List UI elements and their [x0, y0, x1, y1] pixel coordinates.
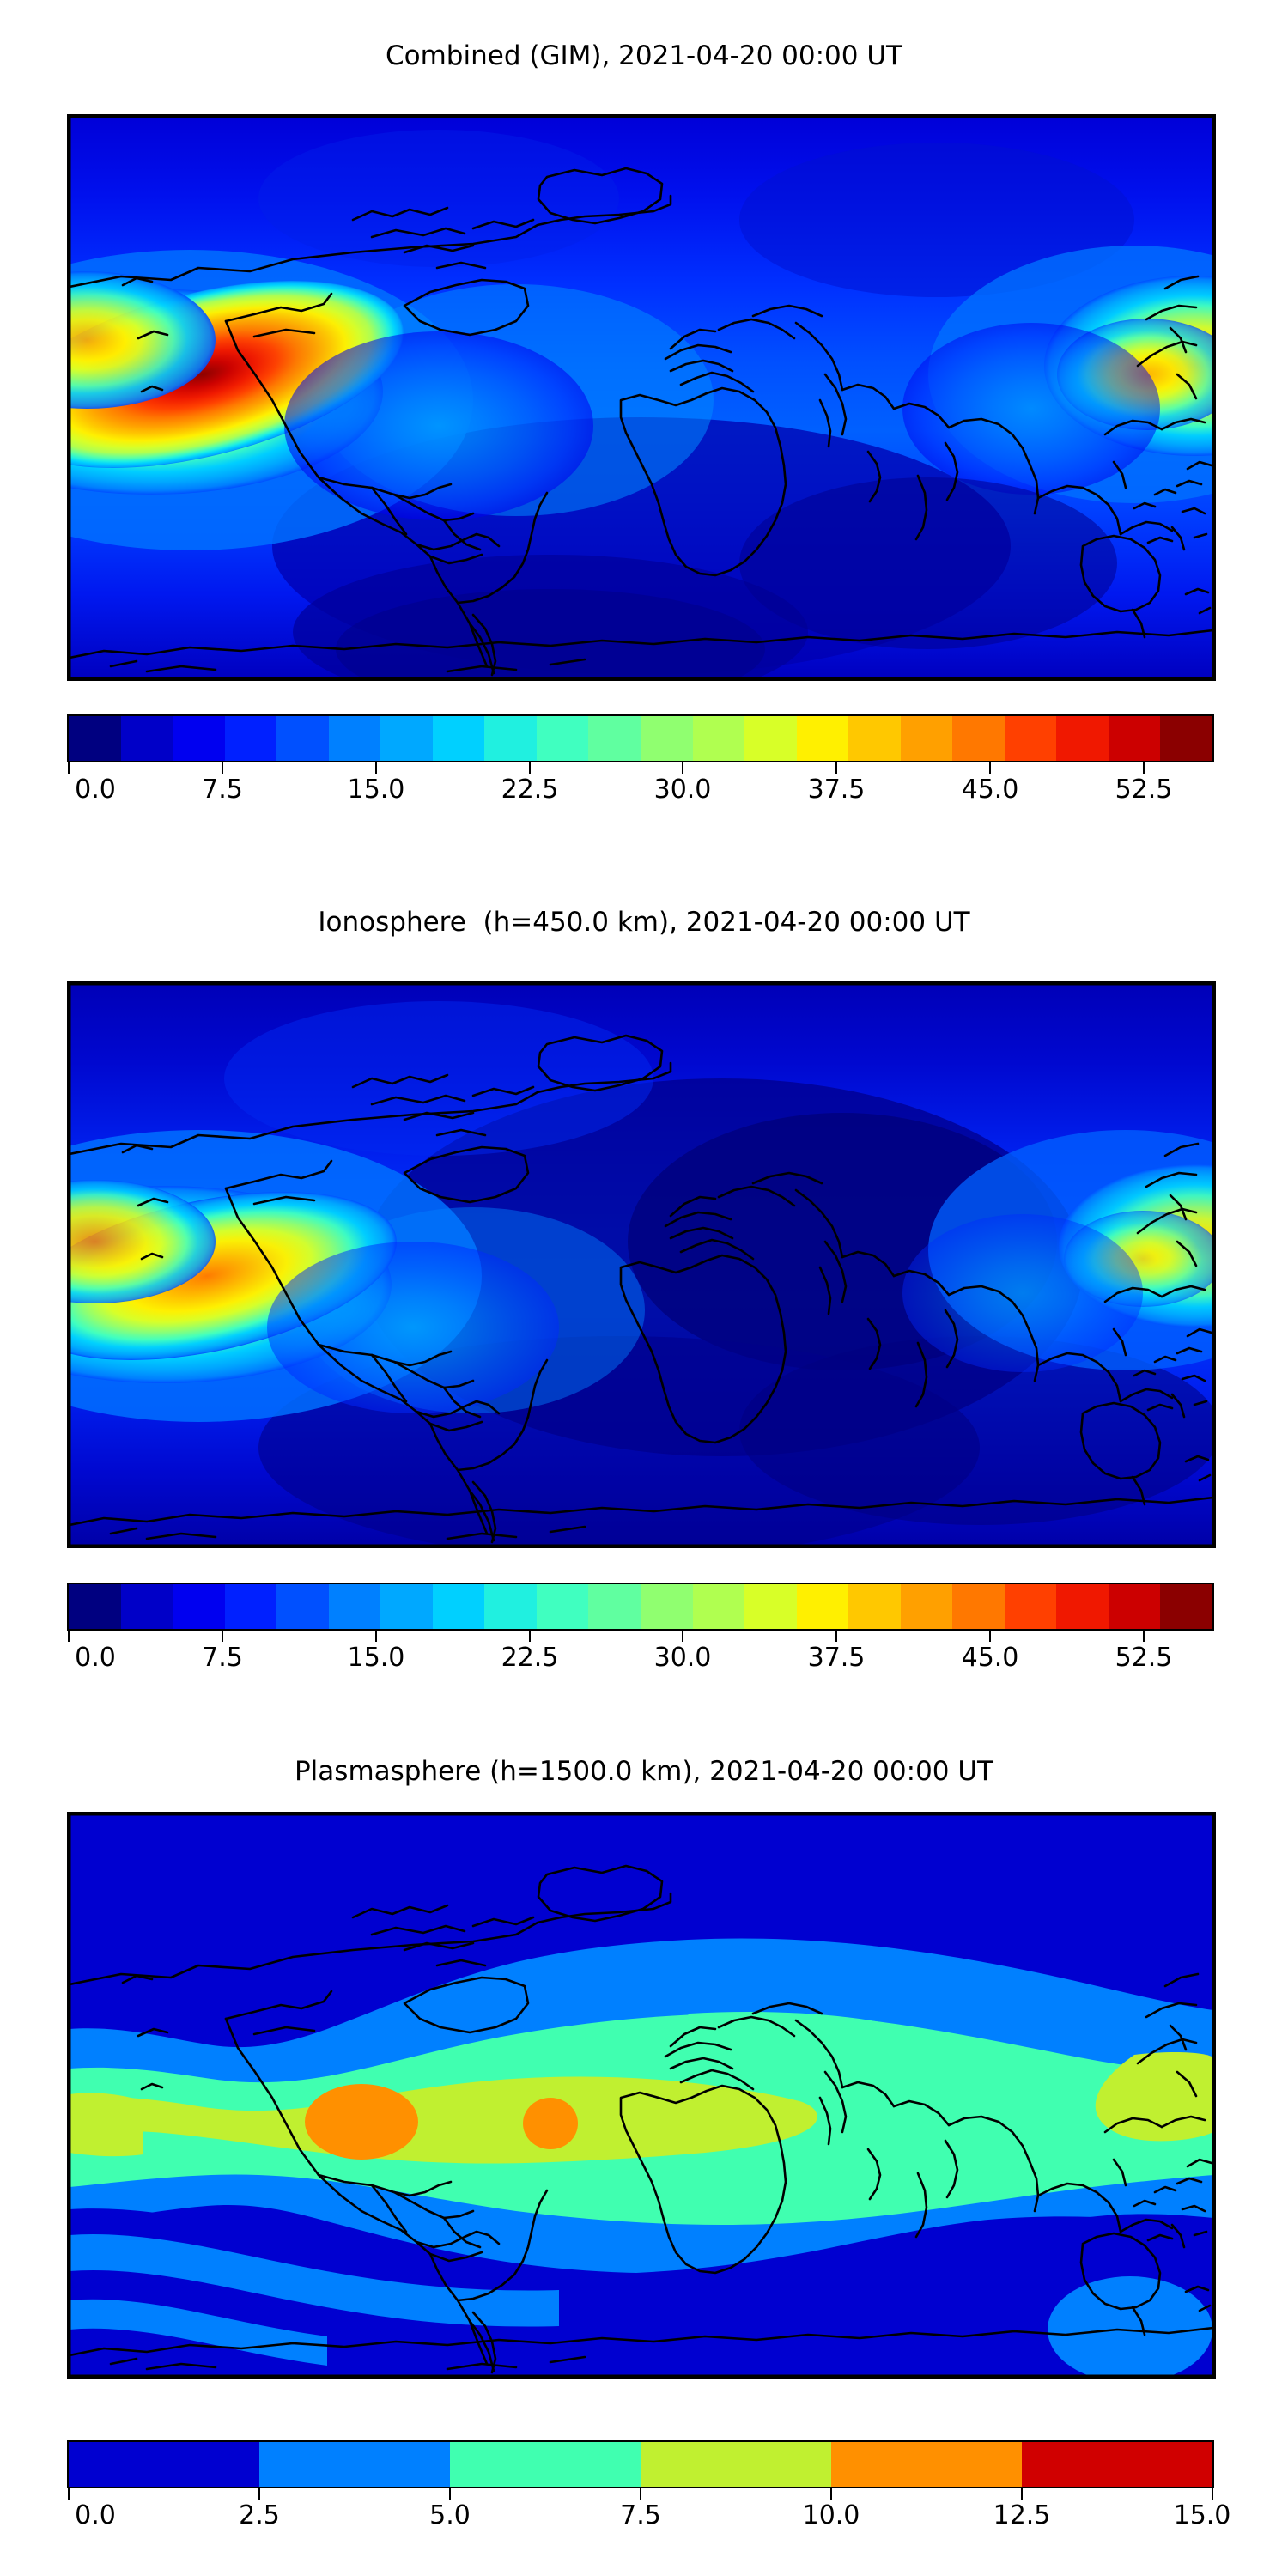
map-svg-combined	[70, 117, 1213, 678]
colorbar-plasmasphere-labels: 0.0 2.5 5.0 7.5 10.0 12.5 15.0	[67, 2500, 1230, 2535]
cbar3-tick-label: 12.5	[993, 2500, 1051, 2530]
colorbar-combined-labels: 0.0 7.5 15.0 22.5 30.0 37.5 45.0 52.5	[67, 775, 1214, 809]
colorbar-combined: 0.0 7.5 15.0 22.5 30.0 37.5 45.0 52.5	[67, 714, 1214, 809]
colorbar-combined-ticks	[67, 762, 1214, 775]
cbar2-tick-label: 52.5	[1115, 1643, 1173, 1673]
cbar1-tick-label: 37.5	[807, 775, 866, 805]
cbar2-tick-label: 37.5	[807, 1643, 866, 1673]
cbar1-tick-label: 52.5	[1115, 775, 1173, 805]
cbar3-tick-label: 2.5	[239, 2500, 280, 2530]
colorbar-ionosphere: 0.0 7.5 15.0 22.5 30.0 37.5 45.0 52.5	[67, 1583, 1214, 1677]
cbar3-tick-label: 7.5	[620, 2500, 661, 2530]
colorbar-plasmasphere-bar	[67, 2440, 1214, 2488]
colorbar-combined-bar	[67, 714, 1214, 762]
panel-title-ionosphere: Ionosphere (h=450.0 km), 2021-04-20 00:0…	[318, 907, 970, 938]
cbar3-tick-label: 0.0	[75, 2500, 116, 2530]
coastlines-ionosphere	[70, 1034, 1213, 1544]
panel-combined-gim: Combined (GIM), 2021-04-20 00:00 UT	[0, 0, 1288, 859]
colorbar-plasmasphere: 0.0 2.5 5.0 7.5 10.0 12.5 15.0	[67, 2440, 1230, 2535]
map-svg-ionosphere	[70, 984, 1213, 1546]
map-combined-gim	[67, 114, 1216, 681]
map-plasmasphere	[67, 1812, 1216, 2379]
map-ionosphere	[67, 981, 1216, 1548]
cbar2-tick-label: 30.0	[653, 1643, 712, 1673]
cbar1-tick-label: 7.5	[202, 775, 243, 805]
cbar3-tick-label: 15.0	[1173, 2500, 1231, 2530]
cbar2-tick-label: 22.5	[501, 1643, 559, 1673]
cbar2-tick-label: 7.5	[202, 1643, 243, 1673]
cbar2-tick-label: 0.0	[75, 1643, 116, 1673]
cbar2-tick-label: 45.0	[961, 1643, 1019, 1673]
colorbar-ionosphere-ticks	[67, 1631, 1214, 1643]
cbar1-tick-label: 45.0	[961, 775, 1019, 805]
panel-title-plasmasphere: Plasmasphere (h=1500.0 km), 2021-04-20 0…	[294, 1756, 993, 1787]
cbar1-tick-label: 0.0	[75, 775, 116, 805]
cbar1-tick-label: 22.5	[501, 775, 559, 805]
panel-plasmasphere: Plasmasphere (h=1500.0 km), 2021-04-20 0…	[0, 1726, 1288, 2576]
coastlines-combined	[70, 167, 1213, 677]
panel-ionosphere: Ionosphere (h=450.0 km), 2021-04-20 00:0…	[0, 859, 1288, 1726]
cbar3-tick-label: 5.0	[429, 2500, 471, 2530]
cbar2-tick-label: 15.0	[347, 1643, 405, 1673]
cbar1-tick-label: 15.0	[347, 775, 405, 805]
colorbar-ionosphere-labels: 0.0 7.5 15.0 22.5 30.0 37.5 45.0 52.5	[67, 1643, 1214, 1677]
colorbar-plasmasphere-ticks	[67, 2488, 1214, 2500]
cbar1-tick-label: 30.0	[653, 775, 712, 805]
map-svg-plasmasphere	[70, 1814, 1213, 2376]
cbar3-tick-label: 10.0	[802, 2500, 860, 2530]
panel-title-combined: Combined (GIM), 2021-04-20 00:00 UT	[386, 40, 902, 71]
coastlines-plasmasphere	[70, 1864, 1213, 2374]
colorbar-ionosphere-bar	[67, 1583, 1214, 1631]
